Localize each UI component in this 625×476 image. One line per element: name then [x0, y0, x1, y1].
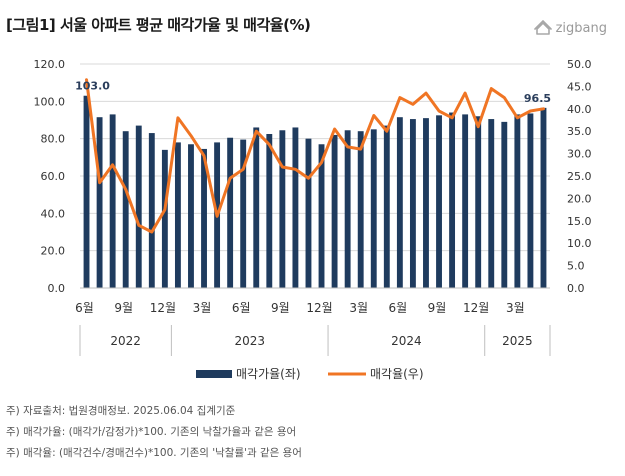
line-sale-rate: [85, 78, 545, 234]
y-left-tick-label: 40.0: [41, 207, 66, 220]
combo-chart: 0.0 20.0 40.0 60.0 80.0 100.0 120.0 0.0 5.0 10.0 1…: [34, 58, 592, 381]
bar-sale-price-ratio: [357, 131, 364, 288]
bar-sale-price-ratio: [527, 113, 534, 288]
bar-sale-price-ratio: [475, 116, 482, 289]
y-right-tick-label: 0.0: [567, 282, 585, 295]
zigbang-logo: zigbang: [533, 20, 607, 36]
zigbang-logo-icon: [533, 20, 552, 35]
y-right-tick-label: 40.0: [567, 103, 592, 116]
bar-sale-price-ratio: [240, 139, 247, 288]
y-right-tick-label: 30.0: [567, 148, 592, 161]
y-left-tick-label: 100.0: [34, 95, 66, 108]
y-right-tick-label: 35.0: [567, 125, 592, 138]
chart-area: 0.0 20.0 40.0 60.0 80.0 100.0 120.0 0.0 5.0 10.0 1…: [0, 47, 625, 397]
bar-sale-price-ratio: [344, 130, 351, 288]
x-tick-label: 9월: [114, 301, 133, 315]
bar-sale-price-ratio: [318, 144, 325, 288]
bar-sale-price-ratio: [174, 142, 181, 288]
bar-sale-price-ratio: [161, 149, 168, 288]
year-label: 2024: [391, 334, 422, 348]
x-tick-label: 12월: [463, 301, 489, 315]
bar-sale-price-ratio: [423, 118, 429, 288]
footnote-sale-rate: 주) 매각율: (매각건수/경매건수)*100. 기존의 '낙찰률'과 같은 용…: [6, 447, 302, 459]
x-tick-label: 3월: [193, 301, 212, 315]
x-tick-label: 9월: [271, 301, 290, 315]
bar-sale-price-ratio: [540, 107, 547, 288]
y-right-tick-label: 20.0: [567, 192, 592, 205]
x-tick-label: 6월: [75, 301, 94, 315]
footnotes: 주) 자료출처: 법원경매정보. 2025.06.04 집계기준 주) 매각가율…: [6, 401, 302, 464]
bar-sale-price-ratio: [501, 121, 508, 288]
bar-sale-price-ratio: [201, 148, 207, 288]
bar-sale-price-ratio: [305, 138, 312, 288]
x-tick-label: 6월: [389, 301, 408, 315]
year-label: 2022: [110, 334, 141, 348]
bar-sale-price-ratio: [109, 114, 116, 289]
bar-sale-price-ratio: [449, 112, 456, 289]
bar-sale-price-ratio: [292, 127, 299, 288]
y-right-tick-label: 45.0: [567, 80, 592, 93]
year-label: 2025: [502, 334, 533, 348]
x-tick-label: 12월: [150, 301, 176, 315]
footnote-source: 주) 자료출처: 법원경매정보. 2025.06.04 집계기준: [6, 405, 236, 417]
bar-sale-price-ratio: [135, 125, 142, 288]
bar-sale-price-ratio: [253, 127, 260, 288]
chart-title: [그림1] 서울 아파트 평균 매각가율 및 매각율(%): [6, 16, 311, 34]
bar-sale-price-ratio: [409, 119, 416, 288]
zigbang-logo-text: zigbang: [555, 20, 607, 36]
bar-sale-price-ratio: [266, 134, 273, 288]
y-right-tick-label: 25.0: [567, 170, 592, 183]
bar-sale-price-ratio: [331, 134, 338, 288]
bar-sale-price-ratio: [436, 115, 442, 288]
y-left-tick-label: 80.0: [41, 133, 66, 146]
bar-sale-price-ratio: [279, 130, 286, 288]
bar-sale-price-ratio: [396, 117, 403, 288]
y-left-tick-label: 60.0: [41, 170, 66, 183]
x-tick-label: 6월: [232, 301, 251, 315]
bar-sale-price-ratio: [148, 133, 155, 288]
bar-sale-price-ratio: [488, 119, 495, 288]
y-left-tick-label: 120.0: [34, 58, 66, 71]
x-tick-label: 3월: [506, 301, 525, 315]
bar-sale-price-ratio: [514, 114, 521, 289]
x-tick-label: 3월: [349, 301, 368, 315]
bar-sale-price-ratio: [383, 125, 390, 288]
y-right-tick-label: 10.0: [567, 237, 592, 250]
data-label: 96.5: [524, 92, 551, 105]
y-right-tick-label: 50.0: [567, 58, 592, 71]
bar-sale-price-ratio: [96, 117, 103, 288]
bar-sale-price-ratio: [227, 137, 234, 288]
y-left-tick-label: 0.0: [48, 282, 66, 295]
data-label: 103.0: [75, 80, 110, 93]
legend-swatch-bars: [196, 370, 232, 378]
x-tick-label: 9월: [428, 301, 447, 315]
x-tick-label: 12월: [306, 301, 332, 315]
legend-label-bars: 매각가율(좌): [236, 367, 301, 381]
bar-sale-price-ratio: [83, 95, 90, 288]
bar-sale-price-ratio: [370, 129, 377, 288]
y-right-tick-label: 15.0: [567, 215, 592, 228]
bar-sale-price-ratio: [188, 144, 194, 288]
bar-sale-price-ratio: [122, 131, 129, 288]
footnote-sale-price-ratio: 주) 매각가율: (매각가/감정가)*100. 기존의 낙찰가율과 같은 용어: [6, 426, 297, 438]
year-label: 2023: [234, 334, 265, 348]
bar-sale-price-ratio: [462, 114, 469, 289]
y-left-tick-label: 20.0: [41, 245, 66, 258]
y-right-tick-label: 5.0: [567, 260, 585, 273]
legend-label-line: 매각율(우): [370, 367, 424, 381]
